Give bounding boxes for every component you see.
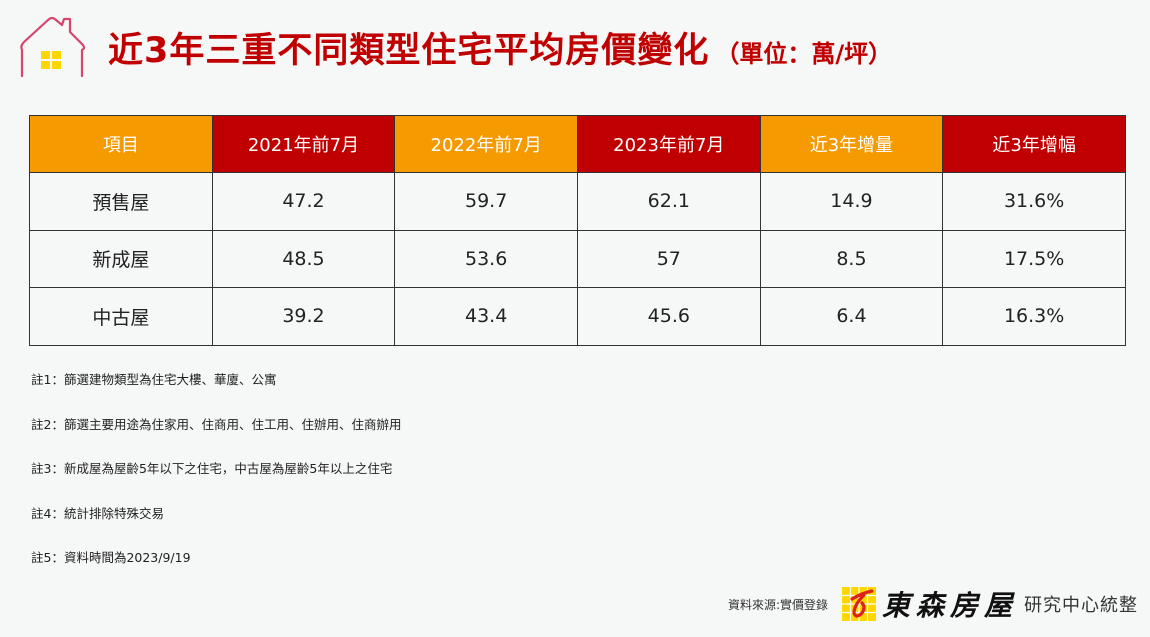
title-main: 近3年三重不同類型住宅平均房價變化 bbox=[108, 31, 710, 71]
cell-value: 39.2 bbox=[211, 287, 396, 346]
title-unit: （單位：萬/坪） bbox=[715, 40, 893, 68]
note-1: 註1：篩選建物類型為住宅大樓、華廈、公寓 bbox=[31, 372, 277, 387]
column-header-item: 項目 bbox=[29, 115, 213, 173]
cell-value: 59.7 bbox=[394, 172, 578, 231]
row-label: 預售屋 bbox=[29, 172, 213, 231]
cell-value: 16.3% bbox=[942, 287, 1126, 346]
price-table: 項目 2021年前7月 2022年前7月 2023年前7月 近3年增量 近3年增… bbox=[29, 115, 1126, 346]
cell-value: 47.2 bbox=[211, 172, 396, 231]
cell-value: 31.6% bbox=[942, 172, 1126, 231]
column-header-increase: 近3年增量 bbox=[759, 115, 944, 173]
brand-name: 東森房屋 bbox=[881, 589, 1018, 622]
cell-value: 53.6 bbox=[394, 229, 578, 288]
credit-text: 研究中心統整 bbox=[1024, 595, 1138, 616]
cell-value: 48.5 bbox=[211, 229, 396, 288]
data-source: 資料來源:實價登錄 bbox=[727, 597, 828, 612]
cell-value: 57 bbox=[576, 229, 761, 288]
note-3: 註3：新成屋為屋齡5年以下之住宅，中古屋為屋齡5年以上之住宅 bbox=[31, 461, 393, 476]
column-header-2022: 2022年前7月 bbox=[394, 115, 578, 173]
table-row: 中古屋 39.2 43.4 45.6 6.4 16.3% bbox=[29, 287, 1126, 346]
cell-value: 62.1 bbox=[576, 172, 761, 231]
cell-value: 8.5 bbox=[759, 229, 944, 288]
page-title: 近3年三重不同類型住宅平均房價變化 （單位：萬/坪） bbox=[108, 22, 892, 72]
row-label: 新成屋 bbox=[29, 229, 213, 288]
cell-value: 14.9 bbox=[759, 172, 944, 231]
table-row: 預售屋 47.2 59.7 62.1 14.9 31.6% bbox=[29, 172, 1126, 231]
header: 近3年三重不同類型住宅平均房價變化 （單位：萬/坪） bbox=[0, 0, 1150, 100]
note-5: 註5：資料時間為2023/9/19 bbox=[31, 550, 191, 565]
notes: 註1：篩選建物類型為住宅大樓、華廈、公寓 註2：篩選主要用途為住家用、住商用、住… bbox=[31, 370, 401, 593]
column-header-2023: 2023年前7月 bbox=[576, 115, 761, 173]
footer: 資料來源:實價登錄 東森房屋 研究中心統整 bbox=[728, 584, 1138, 624]
cell-value: 45.6 bbox=[576, 287, 761, 346]
cell-value: 6.4 bbox=[759, 287, 944, 346]
table-header-row: 項目 2021年前7月 2022年前7月 2023年前7月 近3年增量 近3年增… bbox=[29, 115, 1126, 173]
house-icon bbox=[20, 16, 86, 78]
cell-value: 17.5% bbox=[942, 229, 1126, 288]
note-2: 註2：篩選主要用途為住家用、住商用、住工用、住辦用、住商辦用 bbox=[31, 416, 402, 432]
note-4: 註4：統計排除特殊交易 bbox=[31, 505, 164, 521]
etwarm-logo-icon bbox=[841, 587, 876, 621]
cell-value: 43.4 bbox=[394, 287, 578, 346]
table-row: 新成屋 48.5 53.6 57 8.5 17.5% bbox=[29, 229, 1126, 288]
row-label: 中古屋 bbox=[29, 287, 213, 346]
column-header-growth-rate: 近3年增幅 bbox=[942, 115, 1126, 173]
column-header-2021: 2021年前7月 bbox=[211, 115, 396, 173]
